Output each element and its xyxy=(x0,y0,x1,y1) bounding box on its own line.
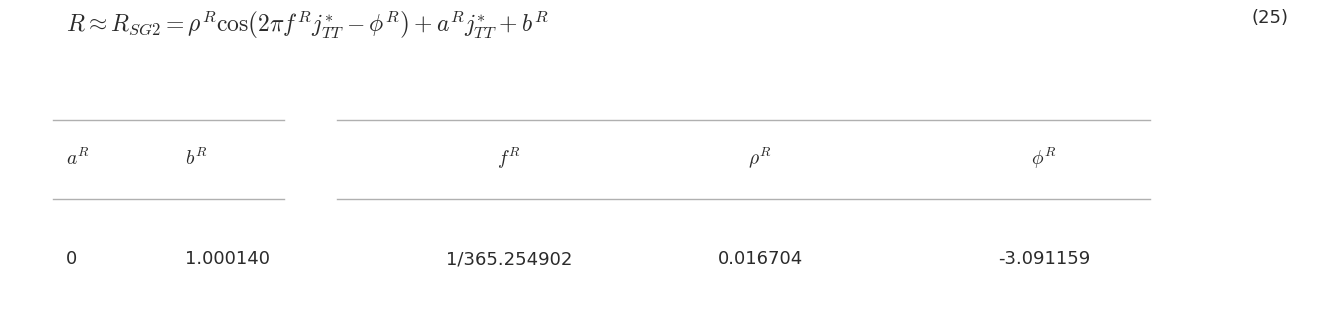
Text: $\phi^{R}$: $\phi^{R}$ xyxy=(1031,145,1058,171)
Text: 1.000140: 1.000140 xyxy=(185,250,270,268)
Text: $f^{R}$: $f^{R}$ xyxy=(497,145,521,171)
Text: (25): (25) xyxy=(1252,9,1289,27)
Text: $b^{R}$: $b^{R}$ xyxy=(185,147,208,169)
Text: $R \approx R_{SG2} = \rho^{R} \cos\!\left(2\pi f^{R} j^{*}_{TT} - \phi^{R}\right: $R \approx R_{SG2} = \rho^{R} \cos\!\lef… xyxy=(66,9,549,40)
Text: 0.016704: 0.016704 xyxy=(718,250,802,268)
Text: $\rho^{R}$: $\rho^{R}$ xyxy=(748,146,772,170)
Text: $a^{R}$: $a^{R}$ xyxy=(66,147,90,169)
Text: 0: 0 xyxy=(66,250,78,268)
Text: -3.091159: -3.091159 xyxy=(998,250,1091,268)
Text: 1/365.254902: 1/365.254902 xyxy=(446,250,572,268)
